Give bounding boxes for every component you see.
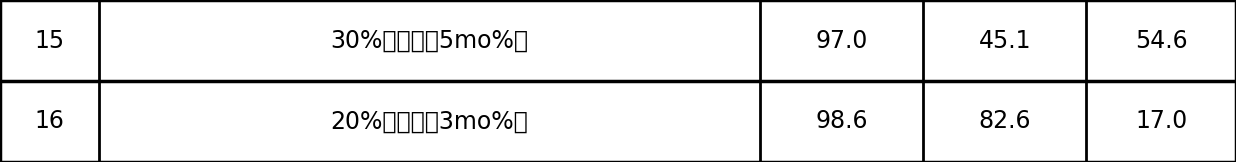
Text: 30%氢溃酸（5mo%）: 30%氢溃酸（5mo%） xyxy=(330,29,529,52)
Text: 15: 15 xyxy=(35,29,64,52)
Text: 17.0: 17.0 xyxy=(1135,110,1188,133)
Text: 45.1: 45.1 xyxy=(979,29,1031,52)
Text: 98.6: 98.6 xyxy=(816,110,868,133)
Text: 16: 16 xyxy=(35,110,64,133)
Text: 82.6: 82.6 xyxy=(979,110,1031,133)
Text: 97.0: 97.0 xyxy=(816,29,868,52)
Text: 54.6: 54.6 xyxy=(1135,29,1188,52)
Text: 20%氢碘酸（3mo%）: 20%氢碘酸（3mo%） xyxy=(331,110,528,133)
